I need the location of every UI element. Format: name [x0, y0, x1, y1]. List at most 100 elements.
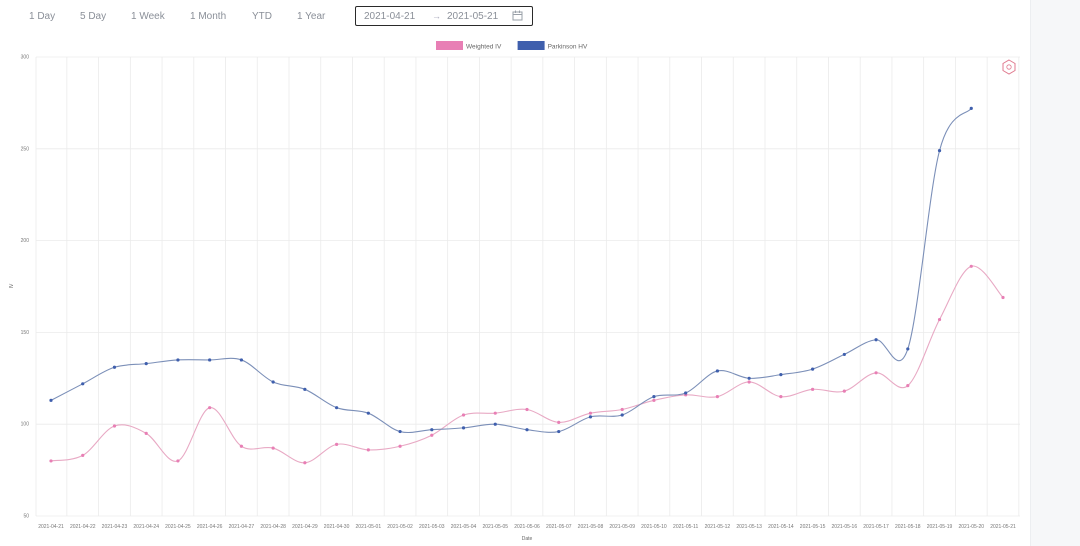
weighted-iv-point: [112, 424, 117, 428]
iv-line-chart: Weighted IV Parkinson HV 50 100 150 200 250 30…: [9, 41, 1020, 542]
weighted-iv-point: [176, 459, 180, 463]
chart-grid: [35, 56, 1020, 517]
range-1-week-button[interactable]: 1 Week: [131, 11, 165, 22]
parkinson-hv-point: [398, 429, 402, 434]
weighted-iv-point: [557, 420, 561, 424]
weighted-iv-point: [208, 406, 212, 410]
weighted-iv-point: [461, 413, 466, 417]
y-tick-label: 250: [21, 146, 30, 152]
weighted-iv-point: [747, 380, 751, 384]
parkinson-hv-point: [969, 106, 973, 111]
parkinson-hv-point: [588, 415, 593, 419]
weighted-iv-point: [303, 461, 307, 465]
parkinson-hv-point: [208, 358, 212, 362]
range-arrow-icon: →: [432, 11, 441, 21]
range-1-day-button[interactable]: 1 Day: [29, 11, 56, 22]
weighted-iv-point: [779, 395, 783, 399]
x-tick-label: 2021-05-16: [832, 524, 858, 530]
parkinson-hv-point: [366, 411, 370, 415]
weighted-iv-point: [906, 384, 910, 388]
series-lines: [49, 106, 1005, 465]
weighted-iv-point: [493, 411, 497, 415]
logo-badge-icon: [1002, 59, 1016, 75]
weighted-iv-point: [271, 446, 275, 450]
parkinson-hv-point: [937, 149, 942, 153]
weighted-iv-point: [335, 442, 339, 446]
parkinson-hv-point: [493, 422, 497, 426]
y-tick-label: 300: [21, 55, 30, 61]
x-tick-label: 2021-05-20: [958, 524, 984, 530]
range-ytd-button[interactable]: YTD: [252, 11, 272, 22]
parkinson-hv-point: [557, 429, 561, 434]
parkinson-hv-point: [906, 347, 910, 351]
parkinson-hv-point: [49, 398, 53, 402]
x-tick-label: 2021-04-23: [102, 524, 128, 530]
range-1-year-button[interactable]: 1 Year: [297, 11, 326, 22]
x-tick-label: 2021-05-07: [546, 524, 572, 530]
x-tick-label: 2021-04-28: [260, 524, 286, 530]
x-tick-label: 2021-04-22: [70, 524, 96, 530]
range-5-day-button[interactable]: 5 Day: [80, 11, 107, 22]
parkinson-hv-point: [747, 376, 751, 380]
x-tick-label: 2021-05-17: [863, 524, 889, 530]
date-range-picker[interactable]: 2021-04-21 → 2021-05-21: [355, 6, 533, 26]
y-tick-label: 200: [21, 238, 30, 244]
parkinson-hv-point: [461, 426, 466, 430]
weighted-iv-point: [81, 453, 85, 458]
parkinson-hv-point: [81, 382, 85, 386]
parkinson-hv-point: [112, 365, 117, 369]
x-axis: 2021-04-21 2021-04-22 2021-04-23 2021-04-24…: [38, 524, 1016, 530]
x-tick-label: 2021-05-03: [419, 524, 445, 530]
parkinson-hv-point: [239, 358, 243, 362]
date-start-input[interactable]: 2021-04-21: [364, 11, 416, 22]
x-tick-label: 2021-05-04: [451, 524, 477, 530]
x-tick-label: 2021-05-06: [514, 524, 540, 530]
x-tick-label: 2021-05-11: [673, 524, 698, 530]
x-tick-label: 2021-04-29: [292, 524, 318, 530]
x-tick-label: 2021-05-12: [705, 524, 731, 530]
legend-label-weighted-iv: Weighted IV: [466, 44, 502, 51]
weighted-iv-point: [1001, 295, 1005, 300]
calendar-icon[interactable]: [512, 10, 523, 24]
weighted-iv-point: [239, 444, 243, 448]
date-end-input[interactable]: 2021-05-21: [447, 11, 499, 22]
parkinson-hv-point: [874, 338, 878, 342]
x-tick-label: 2021-04-26: [197, 524, 223, 530]
parkinson-hv-point: [144, 362, 148, 366]
y-axis-label: IV: [9, 283, 15, 288]
x-tick-label: 2021-05-02: [387, 524, 413, 530]
x-tick-label: 2021-05-10: [641, 524, 667, 530]
parkinson-hv-point: [430, 428, 434, 432]
parkinson-hv-point: [335, 406, 339, 410]
parkinson-hv-point: [652, 395, 656, 399]
range-1-month-button[interactable]: 1 Month: [190, 11, 227, 22]
weighted-iv-point: [366, 448, 370, 452]
weighted-iv-point: [874, 371, 878, 375]
weighted-iv-point: [430, 433, 434, 437]
parkinson-hv-point: [715, 369, 720, 373]
parkinson-hv-point: [842, 352, 846, 357]
weighted-iv-point: [49, 459, 53, 463]
y-tick-label: 50: [23, 514, 29, 520]
weighted-iv-point: [937, 317, 942, 322]
weighted-iv-point: [715, 395, 720, 399]
x-tick-label: 2021-05-19: [927, 524, 953, 530]
parkinson-hv-point: [303, 387, 307, 391]
weighted-iv-point: [652, 398, 656, 402]
parkinson-hv-point: [779, 373, 783, 377]
x-tick-label: 2021-05-18: [895, 524, 921, 530]
weighted-iv-point: [811, 387, 815, 391]
parkinson-hv-point: [176, 358, 180, 362]
x-tick-label: 2021-05-15: [800, 524, 826, 530]
legend-swatch-weighted-iv: [436, 41, 463, 50]
x-tick-label: 2021-05-08: [578, 524, 604, 530]
x-tick-label: 2021-05-13: [736, 524, 762, 530]
x-tick-label: 2021-04-25: [165, 524, 191, 530]
x-tick-label: 2021-05-01: [356, 524, 382, 530]
x-tick-label: 2021-05-09: [609, 524, 635, 530]
x-tick-label: 2021-05-05: [482, 524, 508, 530]
x-tick-label: 2021-05-14: [768, 524, 794, 530]
weighted-iv-point: [398, 444, 402, 448]
weighted-iv-point: [144, 431, 148, 435]
parkinson-hv-point: [684, 391, 688, 395]
